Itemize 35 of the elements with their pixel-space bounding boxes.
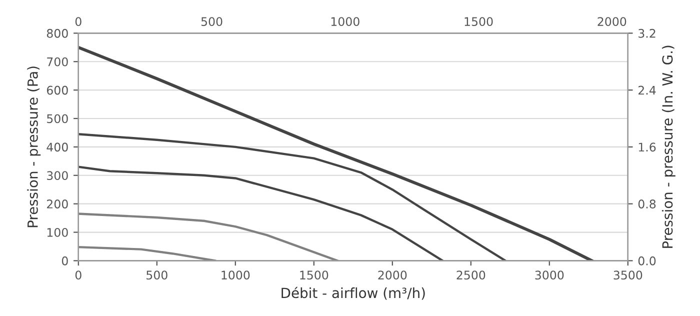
x-tick-label: 0 [75,270,82,280]
y2-axis-title: Pression - pressure (In. W. G.) [662,46,676,248]
x2-tick-label: 500 [201,17,222,26]
x2-tick-label: 1500 [464,17,493,26]
line-series [78,212,339,261]
y2-tick-label: 3.2 [638,28,656,38]
x-tick-label: 1500 [300,270,328,280]
y-tick-label: 200 [47,200,68,208]
line-series [78,133,507,261]
x-tick-label: 500 [146,270,168,280]
y2-tick-label: 2.4 [638,86,656,95]
y-tick-label: 600 [46,86,68,95]
y-tick-label: 500 [47,114,68,124]
y-tick-label: 0 [62,256,68,266]
y2-tick-label: 0.0 [638,256,656,266]
y-tick-label: 800 [46,28,68,38]
y-tick-label: 300 [47,171,68,180]
y2-tick-label: 1.6 [638,142,656,152]
y-tick-label: 100 [47,228,68,237]
x-tick-label: 3500 [614,270,642,280]
x2-tick-label: 2000 [598,17,626,26]
x-axis-title: Débit - airflow (m³/h) [282,286,425,300]
x-tick-label: 2500 [456,270,486,280]
line-series [78,46,594,261]
line-series [78,246,216,261]
x-tick-label: 3000 [535,270,564,280]
line-series [78,166,444,261]
y-tick-label: 700 [47,57,68,66]
x2-tick-label: 1000 [331,17,360,26]
x-tick-label: 2000 [378,270,407,280]
y2-tick-label: 0.8 [638,200,656,208]
x2-tick-label: 0 [75,17,82,26]
x-tick-label: 1000 [222,270,250,280]
y-tick-label: 400 [46,142,68,152]
y-axis-title: Pression - pressure (Pa) [27,66,41,228]
